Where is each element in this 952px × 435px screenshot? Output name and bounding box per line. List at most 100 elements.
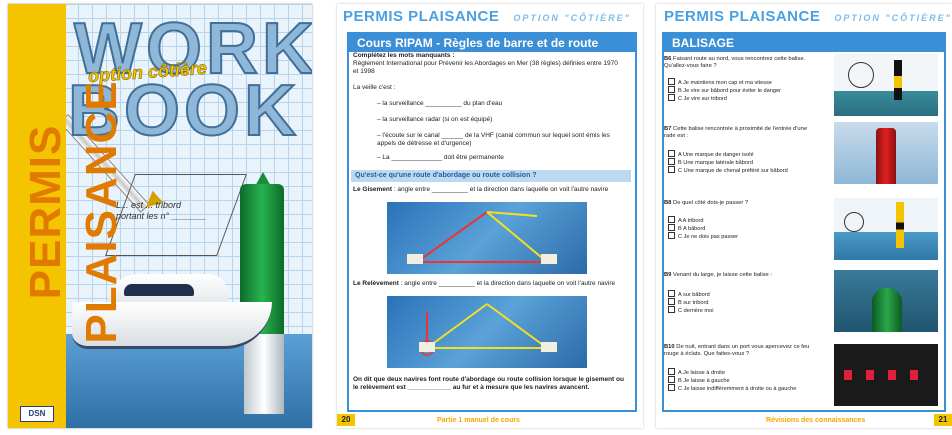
checkbox[interactable] [668, 86, 675, 93]
white-pillar [244, 334, 284, 414]
answer-choice[interactable]: B sur tribord [668, 298, 708, 307]
page-header-option: OPTION "CÔTIÈRE" [834, 13, 952, 23]
answer-choice[interactable]: A A tribord [668, 216, 704, 225]
answer-choice[interactable]: C Je laisse indifféremment à droite ou à… [668, 384, 796, 393]
answer-label: C Je vire sur tribord [678, 96, 727, 102]
green-buoy-photo [834, 270, 938, 332]
red-flash-icon [888, 370, 896, 380]
answer-choice[interactable]: A Je laisse à droite [668, 368, 725, 377]
cover-title-book: BOOK [67, 71, 300, 151]
checkbox[interactable] [668, 78, 675, 85]
yellow-bearing-line [426, 303, 488, 349]
handwritten-note-line-2: portant les n° _______ [116, 211, 207, 221]
cover-sidebar: PERMIS PLAISANCE [8, 4, 126, 428]
conclusion-text: On dit que deux navires font route d'abo… [353, 376, 624, 391]
handwritten-note: L... est ... tribord portant les n° ____… [116, 200, 207, 222]
boat-right [541, 342, 557, 352]
yellow-return-line [486, 303, 548, 349]
answer-choice[interactable]: B A bâbord [668, 224, 705, 233]
question-number: B8 [664, 200, 672, 206]
checkbox[interactable] [668, 224, 675, 231]
checkbox[interactable] [668, 384, 675, 391]
cardinal-buoy-icon [894, 60, 902, 100]
checkbox[interactable] [668, 94, 675, 101]
answer-choice[interactable]: C Je vire sur tribord [668, 94, 727, 103]
question-text: B10 De nuit, entrant dans un port vous a… [664, 344, 818, 358]
question-text: B9 Venant du large, je laisse cette bali… [664, 272, 818, 279]
compass-rose-icon [848, 62, 874, 88]
bullet-item: – la surveillance radar (si on est équip… [377, 116, 493, 123]
bullet-item: – l'écoute sur le canal ______ de la VHF… [377, 132, 610, 147]
question-body: Cette balise rencontrée à proximité de l… [664, 126, 808, 139]
page-cours-ripam: PERMIS PLAISANCE OPTION "CÔTIÈRE" Cours R… [337, 4, 643, 428]
question-text: B7 Cette balise rencontrée à proximité d… [664, 126, 818, 140]
answer-choice[interactable]: B Je laisse à gauche [668, 376, 730, 385]
yellow-buoy-icon [896, 202, 904, 248]
question-body: De quel côté dois-je passer ? [673, 200, 749, 206]
relevement-term: Le Relèvement [353, 280, 399, 287]
cover-sidebar-title: PERMIS PLAISANCE [21, 80, 126, 344]
question-body: Faisant route au nord, vous rencontrez c… [664, 56, 806, 69]
checkbox[interactable] [668, 216, 675, 223]
answer-choice[interactable]: A sur bâbord [668, 290, 710, 299]
answer-choice[interactable]: C Je ne dois pas passer [668, 232, 738, 241]
checkbox[interactable] [668, 150, 675, 157]
checkbox[interactable] [668, 232, 675, 239]
checkbox[interactable] [668, 166, 675, 173]
answer-choice[interactable]: A Je maintiens mon cap et ma vitesse [668, 78, 772, 87]
question-number: B6 [664, 56, 672, 62]
page-header-title: PERMIS PLAISANCE [664, 8, 821, 25]
page-footer: Révisions des connaissances [766, 417, 866, 424]
page-header-option: OPTION "CÔTIÈRE" [513, 13, 631, 23]
answer-choice[interactable]: B Je vire sur bâbord pour éviter le dang… [668, 86, 781, 95]
answer-label: C Je laisse indifféremment à droite ou à… [678, 386, 797, 392]
frame-title: BALISAGE [664, 34, 944, 52]
checkbox[interactable] [668, 158, 675, 165]
answer-label: C Une marque de chenal préféré sur bâbor… [678, 168, 788, 174]
bullet-item: – La ______________ doit être permanente [377, 154, 504, 161]
answer-choice[interactable]: B Une marque latérale bâbord [668, 158, 753, 167]
motor-boat-illustration [72, 302, 272, 349]
answer-choice[interactable]: C derrière moi [668, 306, 713, 315]
cardinal-buoy-photo [834, 54, 938, 116]
red-tower-photo [834, 122, 938, 184]
intro-text: Règlement International pour Prévenir le… [353, 60, 618, 75]
relevement-diagram [387, 296, 587, 368]
question-number: B7 [664, 126, 672, 132]
checkbox[interactable] [668, 306, 675, 313]
boat-window [124, 284, 194, 296]
compass-rose-icon [844, 212, 864, 232]
boat-left [419, 342, 435, 352]
red-flash-icon [866, 370, 874, 380]
question-body: De nuit, entrant dans un port vous aperc… [664, 344, 810, 357]
relevement-diagram-drawing [419, 303, 557, 356]
page-header: PERMIS PLAISANCE OPTION "CÔTIÈRE" [664, 6, 952, 28]
answer-label: C Je ne dois pas passer [678, 234, 739, 240]
gisement-diagram-drawing [407, 211, 557, 264]
instruction-text: Complétez les mots manquants : [353, 52, 455, 59]
answer-choice[interactable]: A Une marque de danger isolé [668, 150, 754, 159]
page-footer: Partie 1 manuel de cours [437, 417, 520, 424]
gisement-diagram [387, 202, 587, 274]
answer-choice[interactable]: C Une marque de chenal préféré sur bâbor… [668, 166, 788, 175]
checkbox[interactable] [668, 376, 675, 383]
answer-label: C derrière moi [678, 308, 714, 314]
boat-left [407, 254, 423, 264]
red-flash-icon [844, 370, 852, 380]
checkbox[interactable] [668, 298, 675, 305]
watch-label: La veille c'est : [353, 84, 396, 91]
answer-label: A Je laisse à droite [678, 370, 725, 376]
red-tower-icon [876, 128, 896, 184]
checkbox[interactable] [668, 290, 675, 297]
gisement-term: Le Gisement [353, 186, 393, 193]
checkbox[interactable] [668, 368, 675, 375]
red-flash-icon [910, 370, 918, 380]
bullet-item: – la surveillance __________ du plan d'e… [377, 100, 503, 107]
answer-label: B sur tribord [678, 300, 709, 306]
page-balisage: PERMIS PLAISANCE OPTION "CÔTIÈRE" BALISAG… [656, 4, 952, 428]
question-number: B10 [664, 344, 675, 350]
red-flashing-light-photo [834, 344, 938, 406]
green-buoy-icon [872, 288, 902, 332]
question-body: Venant du large, je laisse cette balise … [673, 272, 772, 278]
workbook-cover: L... est ... tribord portant les n° ____… [8, 4, 312, 428]
